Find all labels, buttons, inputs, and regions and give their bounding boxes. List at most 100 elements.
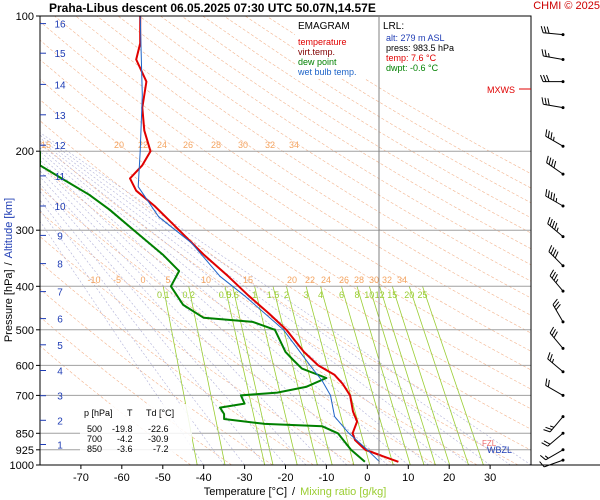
mixing-ratio-label: 1 <box>252 290 257 300</box>
saturation-label: 34 <box>397 275 407 285</box>
dry-adiabat <box>202 16 531 219</box>
mixing-ratio-label: 15 <box>387 290 397 300</box>
dry-adiabat <box>117 16 531 282</box>
dry-adiabat <box>40 78 531 410</box>
barb-staff <box>547 432 564 447</box>
barb-half-feather <box>555 198 558 203</box>
moist-adiabat <box>40 134 511 465</box>
table-row-700-p: 700 <box>87 434 102 444</box>
saturation-label: 20 <box>287 275 297 285</box>
saturation-label: 28 <box>354 275 364 285</box>
saturation-label: 26 <box>339 275 349 285</box>
mixing-ratio-line <box>379 286 436 465</box>
legend-title: EMAGRAM <box>298 21 350 32</box>
barb-feather <box>547 98 550 106</box>
dry-adiabat <box>160 16 531 250</box>
dry-adiabat <box>266 16 531 175</box>
saturation-label: -10 <box>87 275 100 285</box>
table-row-850-td: -7.2 <box>153 444 169 454</box>
barb-feather <box>540 74 544 82</box>
barb-feather <box>543 440 551 445</box>
wind-barb <box>540 74 565 84</box>
x-tick-label: -20 <box>278 472 294 484</box>
dry-adiabat <box>40 261 314 465</box>
barb-feather <box>553 193 556 201</box>
barb-staff <box>548 251 564 267</box>
barb-feather <box>541 97 544 105</box>
dry-adiabat <box>181 16 531 234</box>
barb-staff <box>544 459 564 468</box>
saturation-label: 24 <box>321 275 331 285</box>
legend-temperature: temperature <box>298 37 347 47</box>
legend-virt-temp: virt.temp. <box>298 47 335 57</box>
altitude-tick-label: 9 <box>57 231 63 242</box>
moist-adiabat <box>40 199 245 465</box>
wbzl-marker: WBZL <box>487 445 512 455</box>
barb-feather <box>555 303 561 311</box>
table-header-p: p [hPa] <box>84 408 113 418</box>
station-dwpt: dwpt: -0.6 °C <box>386 63 439 73</box>
dry-adiabat <box>40 99 531 430</box>
y-tick-label: 700 <box>16 390 34 402</box>
altitude-tick-label: 7 <box>57 288 63 299</box>
altitude-tick-label: 13 <box>54 111 66 122</box>
barb-half-feather <box>555 278 559 283</box>
altitude-tick-label: 11 <box>55 172 66 183</box>
barb-feather <box>551 159 554 167</box>
x-tick-label: -50 <box>155 472 171 484</box>
dry-adiabat <box>75 16 531 316</box>
moist-adiabat <box>40 164 348 465</box>
x-tick-label: -70 <box>73 472 89 484</box>
y-tick-label: 200 <box>16 146 34 158</box>
saturation-label: 30 <box>369 275 379 285</box>
mixing-ratio-label: 10 <box>364 290 374 300</box>
barb-feather <box>546 155 549 163</box>
mixing-ratio-labels: 0.1 0.2 0.50.6 1 1.5 2 3 4 6 8 10 12 15 20 25 <box>157 290 428 300</box>
barb-staff <box>546 162 564 175</box>
altitude-tick-label: 8 <box>57 260 63 271</box>
altitude-tick-label: 10 <box>54 202 66 213</box>
barb-staff <box>545 135 564 147</box>
mixing-ratio-label: 4 <box>318 290 323 300</box>
wind-barb <box>540 25 565 37</box>
barb-feather <box>547 352 551 360</box>
barb-feather <box>546 26 550 34</box>
dry-adiabat <box>40 39 531 371</box>
barb-feather <box>540 25 544 33</box>
saturation-label: 0 <box>140 275 145 285</box>
barb-feather <box>543 74 547 82</box>
saturation-label: 30 <box>238 140 248 150</box>
mixing-ratio-label: 12 <box>375 290 385 300</box>
table-header-td: Td [°C] <box>146 408 174 418</box>
barb-feather <box>551 271 556 279</box>
barb-feather <box>547 217 551 224</box>
wind-barb <box>548 245 565 268</box>
barb-staff <box>545 384 564 396</box>
series-wet-bulb-temp <box>137 16 380 463</box>
barb-feather <box>554 301 560 308</box>
level-table: p [hPa] T Td [°C] 500 -19.8 -22.6 700 -4… <box>80 404 192 454</box>
station-press: press: 983.5 hPa <box>386 43 454 53</box>
dry-adiabat <box>244 16 531 189</box>
saturation-label: 10 <box>201 275 211 285</box>
altitude-tick-label: 16 <box>54 20 66 31</box>
barb-feather <box>543 429 551 433</box>
barb-feather <box>548 157 552 165</box>
dry-adiabat <box>40 21 531 352</box>
mixing-ratio-line <box>305 286 355 465</box>
barb-feather <box>549 269 555 277</box>
x-tick-label: 30 <box>484 472 496 484</box>
barb-staff <box>545 195 564 207</box>
mixing-ratio-label: 8 <box>354 290 359 300</box>
x-tick-label: -30 <box>237 472 253 484</box>
barb-half-feather <box>556 227 559 232</box>
mixing-ratio-label: 0.5 <box>219 290 232 300</box>
barb-half-feather <box>553 136 555 141</box>
moist-adiabat <box>40 170 327 465</box>
table-row-500-p: 500 <box>87 424 102 434</box>
mixing-ratio-line <box>232 286 274 465</box>
altitude-tick-label: 15 <box>54 49 66 60</box>
barb-feather <box>547 130 550 138</box>
